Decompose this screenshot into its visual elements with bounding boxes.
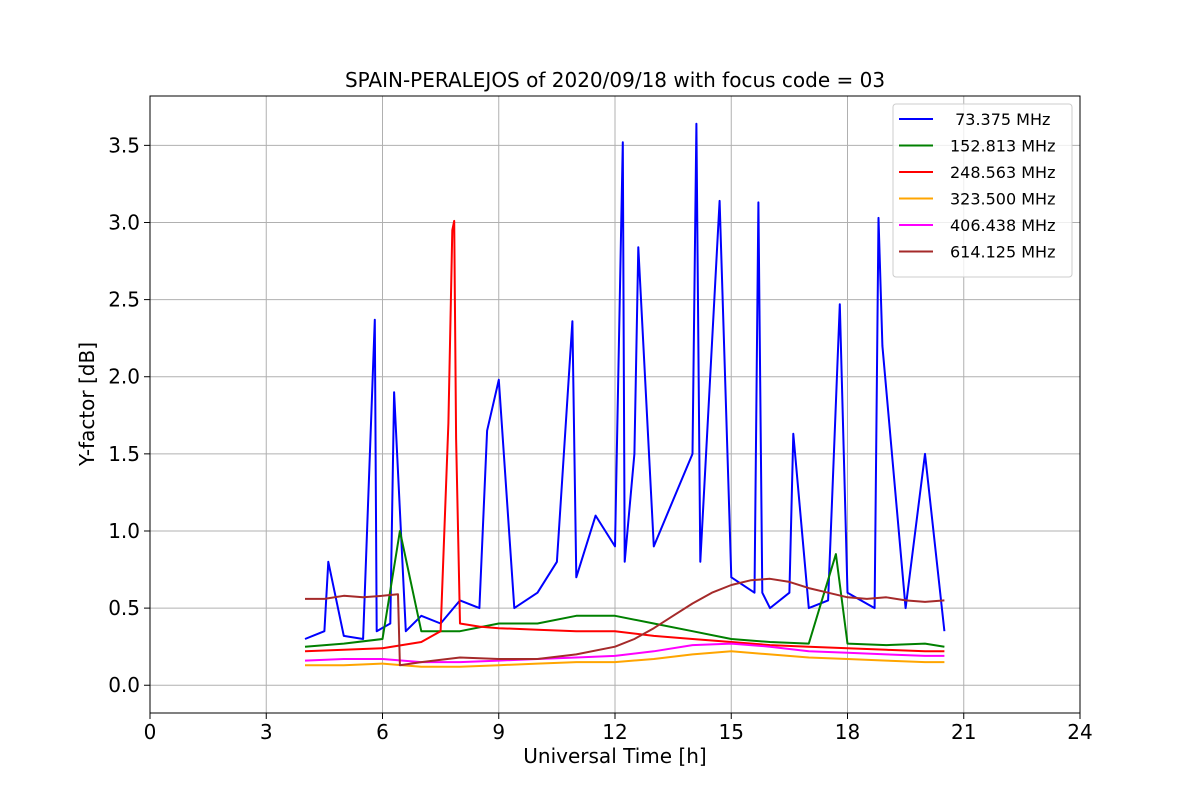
legend-label: 73.375 MHz	[950, 110, 1050, 129]
x-tick-label: 24	[1067, 720, 1092, 744]
x-axis-label: Universal Time [h]	[523, 744, 706, 768]
x-tick-label: 9	[492, 720, 505, 744]
legend-label: 323.500 MHz	[950, 190, 1055, 209]
chart-title: SPAIN-PERALEJOS of 2020/09/18 with focus…	[345, 68, 885, 92]
x-tick-label: 18	[835, 720, 860, 744]
x-tick-label: 0	[144, 720, 157, 744]
series-line-2	[304, 219, 945, 653]
y-tick-label: 2.5	[108, 288, 140, 312]
y-tick-label: 2.0	[108, 365, 140, 389]
x-tick-label: 6	[376, 720, 389, 744]
tick-layer: 0 3 6 9 12 15 18 21 24 0.0 0.5 1.0 1.5 2.0 2.5 3.0 3.5	[108, 133, 1093, 744]
series-layer	[304, 122, 946, 668]
series-line-4	[304, 642, 945, 664]
legend: 73.375 MHz 152.813 MHz 248.563 MHz 323.500 …	[892, 103, 1073, 278]
y-tick-label: 1.0	[108, 519, 140, 543]
y-axis-label: Y-factor [dB]	[75, 342, 99, 467]
legend-label: 152.813 MHz	[950, 137, 1055, 156]
y-tick-label: 3.0	[108, 210, 140, 234]
y-tick-label: 3.5	[108, 133, 140, 157]
legend-label: 614.125 MHz	[950, 243, 1055, 262]
legend-frame	[892, 103, 1073, 278]
x-tick-label: 3	[260, 720, 273, 744]
x-tick-label: 12	[602, 720, 627, 744]
series-line-5	[305, 577, 945, 667]
legend-label: 248.563 MHz	[950, 163, 1055, 182]
y-tick-label: 1.5	[108, 442, 140, 466]
y-tick-label: 0.0	[108, 673, 140, 697]
x-tick-label: 15	[719, 720, 744, 744]
series-line-1	[304, 530, 945, 648]
series-line-0	[304, 122, 946, 640]
series-line-3	[305, 650, 945, 668]
legend-label: 406.438 MHz	[950, 216, 1055, 235]
x-tick-label: 21	[951, 720, 976, 744]
y-tick-label: 0.5	[108, 596, 140, 620]
